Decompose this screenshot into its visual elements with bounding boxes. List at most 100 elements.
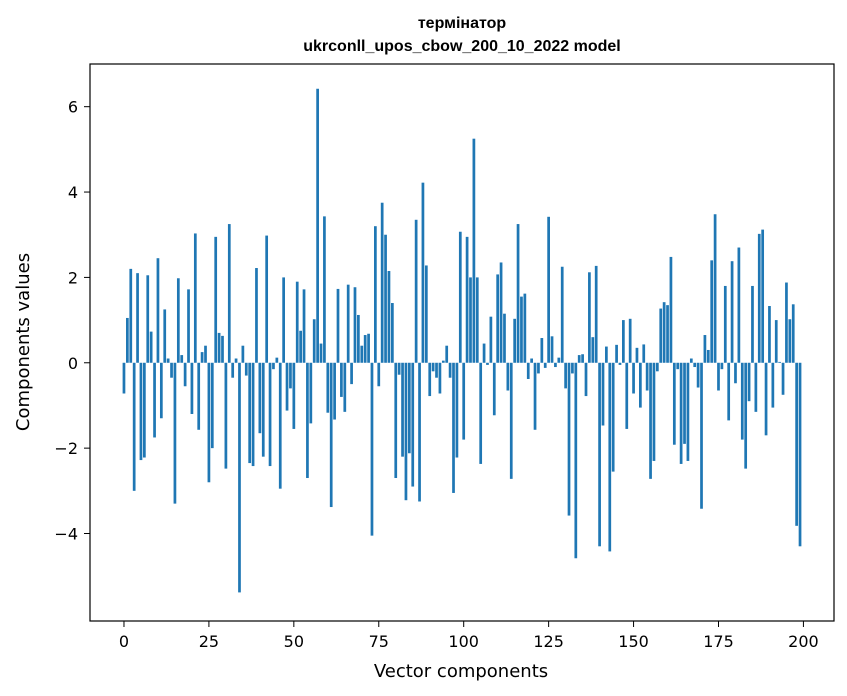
bar	[509, 362, 513, 479]
bar	[139, 362, 143, 461]
bar	[560, 266, 564, 363]
bar	[292, 362, 296, 429]
bar	[394, 362, 398, 479]
bar	[537, 362, 540, 374]
bar	[489, 316, 493, 363]
bar	[414, 219, 418, 363]
bar	[170, 362, 173, 378]
bar	[622, 320, 625, 363]
bar	[564, 362, 567, 389]
bar	[462, 362, 466, 440]
bar	[163, 309, 167, 363]
bar	[554, 362, 557, 368]
bar	[360, 345, 364, 363]
bar	[190, 362, 194, 414]
bar	[200, 352, 204, 363]
x-tick-label: 25	[199, 632, 219, 651]
bar	[666, 305, 669, 363]
bar	[272, 362, 275, 370]
bar	[136, 273, 139, 363]
bar	[224, 362, 228, 469]
chart-title-line-2: ukrconll_upos_cbow_200_10_2022 model	[303, 38, 620, 55]
bar	[323, 216, 326, 363]
bar	[615, 344, 618, 363]
bar	[543, 362, 547, 368]
bar	[574, 362, 578, 559]
bar	[635, 347, 639, 363]
bar	[771, 362, 775, 408]
bar	[217, 332, 221, 363]
x-tick-label: 200	[788, 632, 819, 651]
bar	[689, 358, 693, 363]
bar	[244, 362, 248, 376]
bar	[533, 362, 537, 430]
bar	[421, 182, 425, 363]
bar	[679, 362, 683, 464]
bar	[649, 362, 652, 479]
bar	[187, 289, 190, 363]
bar	[278, 362, 282, 489]
bar	[428, 362, 432, 397]
bar	[628, 318, 632, 363]
bar	[309, 362, 313, 424]
bar	[407, 362, 411, 454]
bar	[122, 362, 126, 394]
bar	[193, 233, 197, 363]
bar	[642, 344, 646, 363]
bar	[672, 362, 676, 445]
bar	[241, 345, 245, 363]
bar	[265, 235, 269, 363]
bar	[261, 362, 265, 457]
bar	[761, 229, 765, 363]
bar	[601, 362, 605, 426]
bar	[669, 256, 673, 363]
bar	[469, 277, 472, 363]
bar	[547, 216, 550, 363]
bar	[353, 287, 357, 363]
bar	[645, 362, 649, 391]
bar	[431, 362, 435, 372]
y-tick-label: 2	[68, 268, 78, 287]
bar	[319, 343, 323, 363]
bar	[210, 362, 214, 449]
bar	[710, 260, 714, 363]
bar	[448, 362, 452, 378]
bar	[159, 362, 163, 419]
bar	[781, 362, 785, 395]
bar	[659, 308, 663, 363]
bar	[632, 362, 635, 394]
bar	[129, 268, 133, 363]
bar	[557, 357, 561, 363]
bar	[706, 349, 710, 363]
bar	[625, 362, 629, 429]
bar	[343, 362, 347, 412]
bar	[605, 346, 608, 363]
bar	[370, 362, 374, 536]
bar	[363, 335, 367, 363]
bar	[166, 358, 170, 363]
bar	[282, 277, 285, 363]
bar	[479, 362, 483, 464]
bar	[285, 362, 289, 411]
y-tick-label: 4	[68, 183, 78, 202]
bar	[499, 262, 503, 363]
bar	[438, 362, 442, 394]
bar	[340, 362, 343, 397]
bar	[268, 362, 272, 467]
bar	[299, 330, 302, 363]
bar	[676, 362, 680, 370]
bar	[723, 285, 727, 363]
bar	[452, 362, 455, 493]
bar	[275, 357, 279, 363]
x-tick-label: 175	[703, 632, 734, 651]
bar	[312, 319, 316, 363]
bar	[496, 274, 500, 363]
bar	[588, 272, 591, 363]
bar	[751, 285, 754, 363]
bar	[764, 362, 768, 436]
bar	[374, 226, 377, 363]
bar	[180, 355, 184, 363]
bar	[737, 247, 741, 363]
bar	[717, 362, 720, 391]
y-axis-label: Components values	[13, 253, 34, 431]
